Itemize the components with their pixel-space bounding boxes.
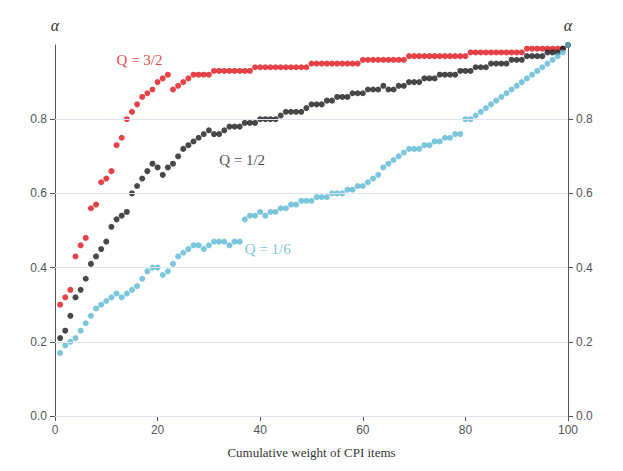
svg-text:0.6: 0.6 — [30, 186, 47, 200]
svg-text:0: 0 — [52, 423, 59, 437]
svg-text:Q = 3/2: Q = 3/2 — [117, 52, 163, 68]
svg-text:Q = 1/6: Q = 1/6 — [245, 241, 291, 257]
svg-text:0.8: 0.8 — [30, 112, 47, 126]
svg-text:60: 60 — [356, 423, 370, 437]
svg-text:α: α — [564, 17, 573, 34]
svg-text:80: 80 — [459, 423, 473, 437]
svg-text:0.2: 0.2 — [30, 335, 47, 349]
svg-text:0.4: 0.4 — [30, 261, 47, 275]
svg-text:0.0: 0.0 — [576, 409, 593, 423]
svg-text:0.2: 0.2 — [576, 335, 593, 349]
svg-text:40: 40 — [254, 423, 268, 437]
svg-text:20: 20 — [151, 423, 165, 437]
svg-text:0.6: 0.6 — [576, 186, 593, 200]
svg-text:Q = 1/2: Q = 1/2 — [219, 152, 265, 168]
svg-text:0.8: 0.8 — [576, 112, 593, 126]
svg-text:0.4: 0.4 — [576, 261, 593, 275]
svg-text:100: 100 — [558, 423, 578, 437]
svg-text:0.0: 0.0 — [30, 409, 47, 423]
svg-text:α: α — [51, 17, 60, 34]
svg-text:Cumulative weight of CPI items: Cumulative weight of CPI items — [227, 445, 395, 460]
